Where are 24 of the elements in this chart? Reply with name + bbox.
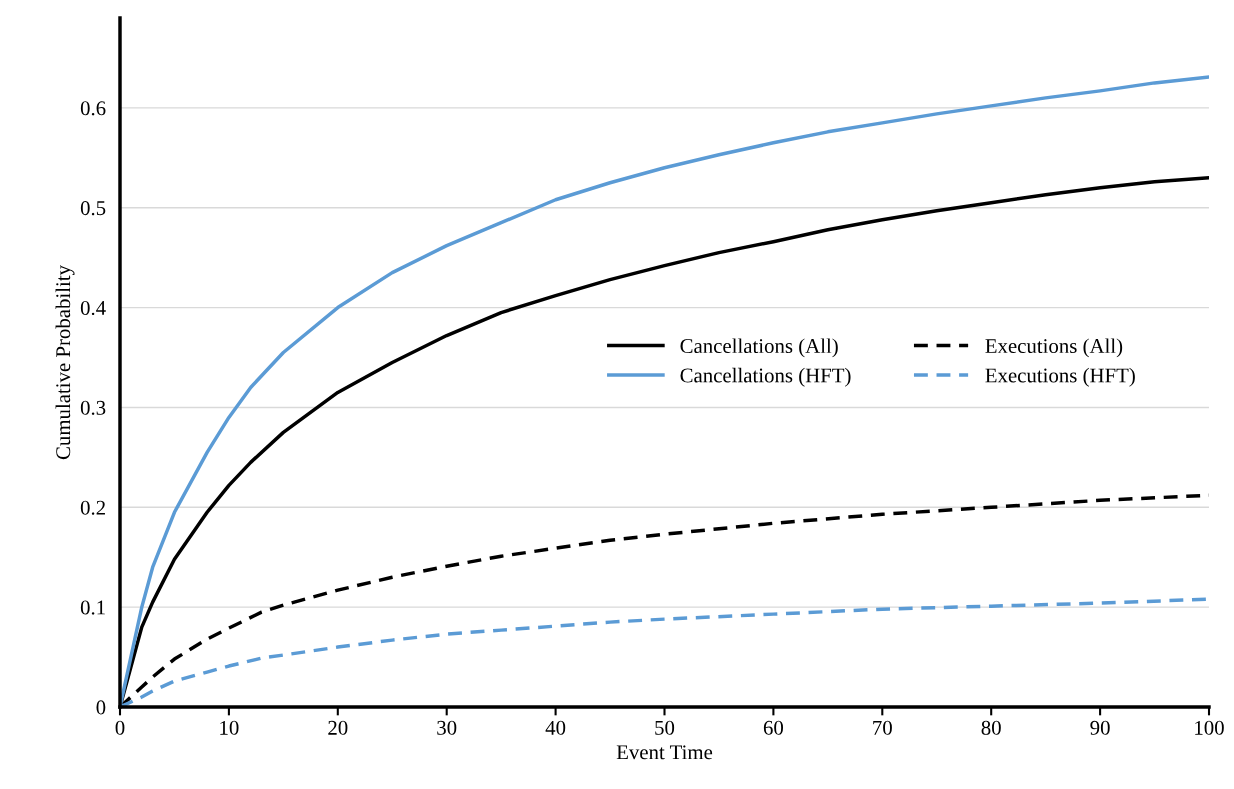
y-tick-label: 0 xyxy=(96,700,106,715)
y-tick-label: 0.4 xyxy=(80,300,106,316)
legend-label: Cancellations (All) xyxy=(680,338,838,358)
x-tick-label: 40 xyxy=(545,720,566,735)
y-tick-label: 0.6 xyxy=(80,101,106,116)
x-tick-label: 90 xyxy=(1090,720,1110,735)
x-tick-label: 30 xyxy=(437,720,457,735)
x-axis-title: Event Time xyxy=(616,745,713,760)
x-tick-label: 10 xyxy=(220,720,239,735)
x-tick-label: 100 xyxy=(1195,720,1224,735)
y-tick-label: 0.3 xyxy=(80,400,106,415)
y-axis-title: Cumulative Probability xyxy=(55,265,75,460)
x-tick-label: 0 xyxy=(115,720,125,735)
x-tick-label: 60 xyxy=(763,720,784,735)
legend-label: Executions (HFT) xyxy=(985,367,1135,387)
x-tick-label: 50 xyxy=(655,720,675,735)
x-tick-label: 80 xyxy=(981,720,1001,735)
y-tick-label: 0.1 xyxy=(80,600,105,615)
legend-label: Cancellations (HFT) xyxy=(680,367,851,387)
legend-label: Executions (All) xyxy=(985,338,1123,358)
y-tick-label: 0.2 xyxy=(80,500,105,515)
x-tick-label: 20 xyxy=(328,720,348,735)
x-tick-label: 70 xyxy=(873,720,892,735)
y-tick-label: 0.5 xyxy=(80,201,106,216)
